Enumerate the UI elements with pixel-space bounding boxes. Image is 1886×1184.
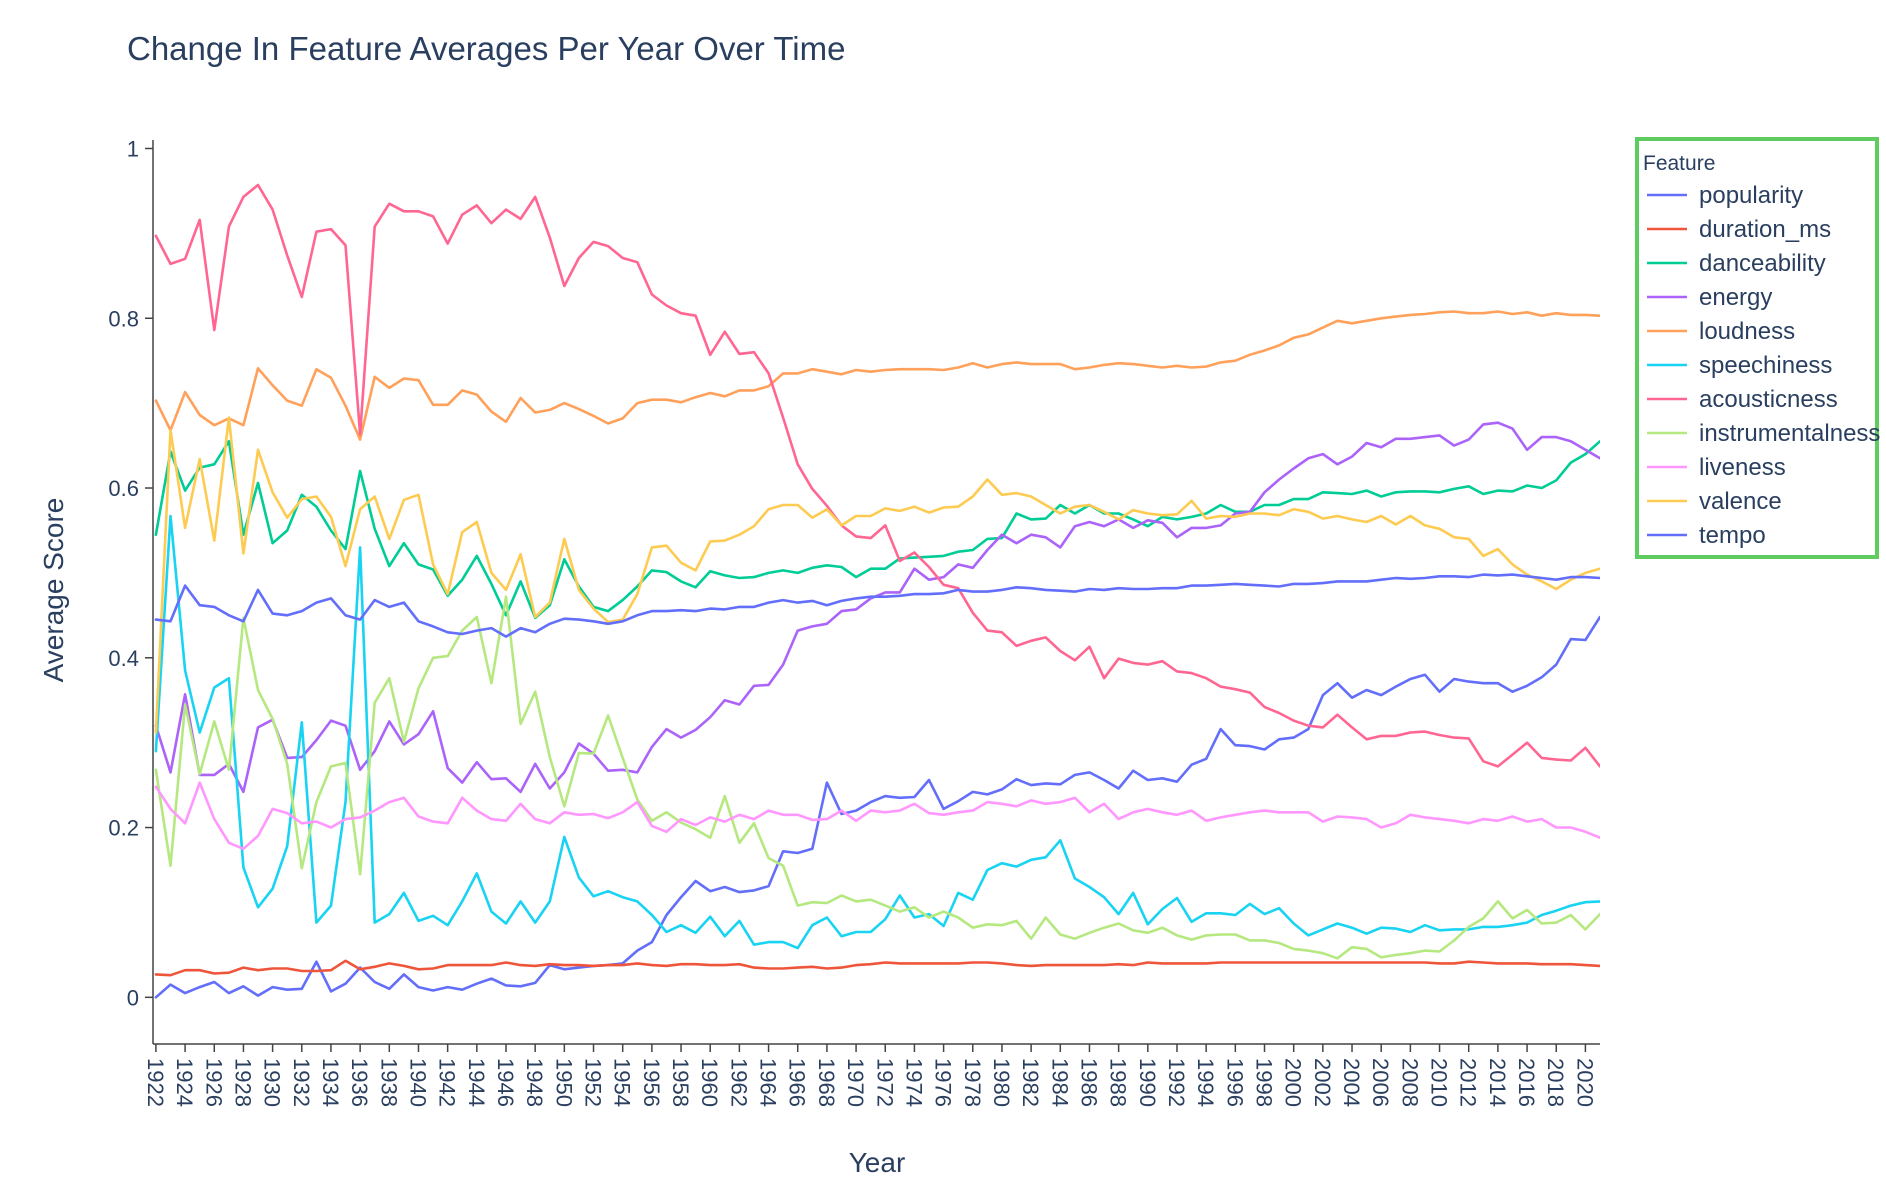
legend-label-valence: valence: [1699, 488, 1782, 515]
x-tick-label: 2008: [1397, 1058, 1422, 1107]
x-axis-title: Year: [849, 1147, 906, 1178]
x-tick-label: 1978: [960, 1058, 985, 1107]
x-tick-label: 1946: [493, 1058, 518, 1107]
x-tick-label: 1956: [639, 1058, 664, 1107]
legend-label-loudness: loudness: [1699, 318, 1795, 345]
x-tick-label: 1974: [901, 1058, 926, 1107]
x-tick-label: 1980: [989, 1058, 1014, 1107]
x-tick-label: 1996: [1222, 1058, 1247, 1107]
chart-title: Change In Feature Averages Per Year Over…: [127, 30, 845, 67]
x-axis: 1922 1924 1926 1928 1930 1932 1934 1936 1938 1940…: [143, 1043, 1600, 1107]
y-tick-label: 0: [127, 985, 139, 1010]
y-tick-label: 0.2: [108, 816, 139, 841]
x-tick-label: 1994: [1193, 1058, 1218, 1107]
series-line-energy: [154, 421, 1600, 794]
x-tick-label: 1926: [201, 1058, 226, 1107]
legend-label-speechiness: speechiness: [1699, 352, 1832, 379]
legend-label-tempo: tempo: [1699, 522, 1766, 549]
x-tick-label: 1976: [931, 1058, 956, 1107]
x-tick-label: 2004: [1339, 1058, 1364, 1107]
y-tick-label: 0.6: [108, 476, 139, 501]
x-tick-label: 2012: [1456, 1058, 1481, 1107]
x-tick-label: 1924: [172, 1058, 197, 1107]
x-tick-label: 1936: [347, 1058, 372, 1107]
series-line-instrumentalness: [154, 595, 1600, 960]
y-tick-label: 0.8: [108, 306, 139, 331]
legend-label-popularity: popularity: [1699, 182, 1803, 209]
legend-label-instrumentalness: instrumentalness: [1699, 420, 1880, 447]
legend-label-acousticness: acousticness: [1699, 386, 1838, 413]
x-tick-label: 1988: [1106, 1058, 1131, 1107]
x-tick-label: 1954: [610, 1058, 635, 1107]
series-line-valence: [154, 416, 1600, 734]
legend-border: [1635, 137, 1879, 559]
x-tick-label: 2006: [1368, 1058, 1393, 1107]
y-tick-label: 0.4: [108, 646, 139, 671]
x-tick-label: 1992: [1164, 1058, 1189, 1107]
y-axis: 0 0.2 0.4 0.6 0.8 1: [108, 136, 154, 1044]
x-tick-label: 1972: [872, 1058, 897, 1107]
legend: Feature popularity duration_ms danceabilit…: [1635, 137, 1880, 559]
x-tick-label: 2016: [1514, 1058, 1539, 1107]
legend-label-energy: energy: [1699, 284, 1772, 311]
x-tick-label: 1938: [376, 1058, 401, 1107]
x-tick-label: 1998: [1252, 1058, 1277, 1107]
x-tick-label: 1950: [551, 1058, 576, 1107]
x-tick-label: 1952: [581, 1058, 606, 1107]
series-layer: [154, 183, 1600, 999]
x-tick-label: 1922: [143, 1058, 168, 1107]
x-tick-label: 1970: [843, 1058, 868, 1107]
legend-label-duration_ms: duration_ms: [1699, 216, 1831, 243]
x-tick-label: 1964: [756, 1058, 781, 1107]
series-line-popularity: [154, 615, 1600, 999]
legend-label-danceability: danceability: [1699, 250, 1826, 277]
x-tick-label: 1984: [1047, 1058, 1072, 1107]
x-tick-label: 2018: [1543, 1058, 1568, 1107]
x-tick-label: 1934: [318, 1058, 343, 1107]
series-line-tempo: [154, 573, 1600, 638]
series-line-acousticness: [154, 183, 1600, 768]
series-line-liveness: [154, 781, 1600, 851]
x-tick-label: 2000: [1281, 1058, 1306, 1107]
x-tick-label: 1982: [1018, 1058, 1043, 1107]
x-tick-label: 1990: [1135, 1058, 1160, 1107]
legend-label-liveness: liveness: [1699, 454, 1786, 481]
x-tick-label: 2014: [1485, 1058, 1510, 1107]
x-tick-label: 1940: [406, 1058, 431, 1107]
x-tick-label: 1948: [522, 1058, 547, 1107]
y-tick-label: 1: [127, 136, 139, 161]
x-tick-label: 1958: [668, 1058, 693, 1107]
x-tick-label: 1960: [697, 1058, 722, 1107]
x-tick-label: 1930: [260, 1058, 285, 1107]
x-tick-label: 1986: [1077, 1058, 1102, 1107]
x-tick-label: 1928: [230, 1058, 255, 1107]
series-line-loudness: [154, 310, 1600, 441]
x-tick-label: 1932: [289, 1058, 314, 1107]
x-tick-label: 2010: [1427, 1058, 1452, 1107]
x-tick-label: 1966: [785, 1058, 810, 1107]
x-tick-label: 2020: [1572, 1058, 1597, 1107]
legend-title: Feature: [1643, 152, 1715, 175]
x-tick-label: 1968: [814, 1058, 839, 1107]
x-tick-label: 2002: [1310, 1058, 1335, 1107]
legend-items: popularity duration_ms danceability energy l…: [1647, 182, 1880, 549]
x-tick-label: 1944: [464, 1058, 489, 1107]
x-tick-label: 1942: [435, 1058, 460, 1107]
series-line-duration_ms: [154, 959, 1600, 977]
y-axis-title: Average Score: [38, 498, 69, 683]
x-tick-label: 1962: [726, 1058, 751, 1107]
series-line-danceability: [154, 439, 1600, 620]
